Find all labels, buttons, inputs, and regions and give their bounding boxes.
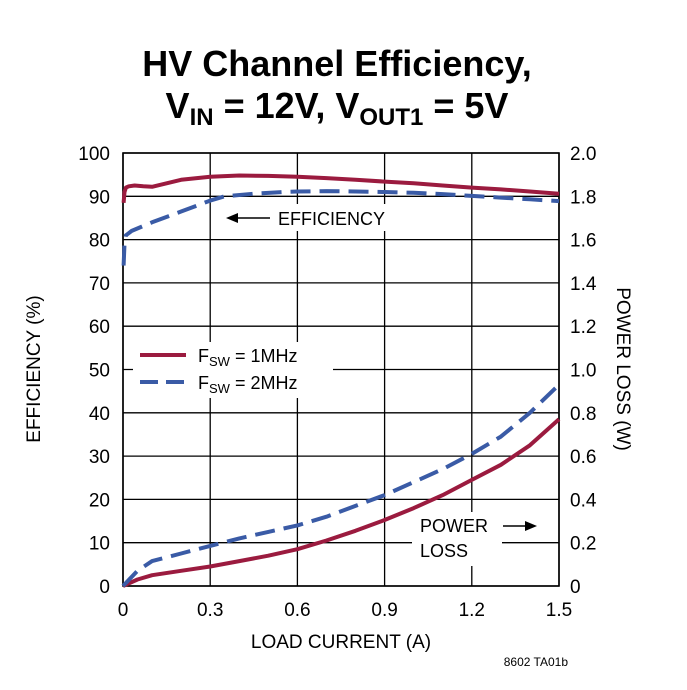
efficiency-annotation-text: EFFICIENCY xyxy=(278,209,385,229)
chart-title-line1: HV Channel Efficiency, xyxy=(142,43,531,84)
y-left-tick-label: 60 xyxy=(89,317,110,338)
power-annotation-mask xyxy=(412,512,502,566)
legend-2mhz-sub: SW xyxy=(209,381,231,396)
title-vout-base: V xyxy=(335,85,359,126)
y-left-tick-label: 100 xyxy=(78,144,110,165)
series-line-1mhz-efficiency xyxy=(121,173,560,203)
efficiency-arrow-head xyxy=(226,213,238,223)
x-tick-labels: 0 0.3 0.6 0.9 1.2 1.5 xyxy=(118,600,573,621)
x-tick-label: 0 xyxy=(118,600,129,621)
power-loss-annotation: POWER LOSS xyxy=(420,516,537,561)
x-tick-label: 0.3 xyxy=(197,600,223,621)
title-vin-base: V xyxy=(166,85,190,126)
title-vout-value: = 5V xyxy=(423,85,508,126)
y-left-tick-label: 30 xyxy=(89,447,110,468)
legend-1mhz-base: F xyxy=(198,346,209,366)
title-vin-value: = 12V, xyxy=(214,85,336,126)
y-left-tick-labels: 0 10 20 30 40 50 60 70 80 90 100 xyxy=(78,144,110,598)
y-right-tick-label: 0.2 xyxy=(570,534,596,555)
y-left-tick-label: 0 xyxy=(99,577,110,598)
y-right-tick-label: 0.4 xyxy=(570,490,597,511)
x-axis-label: LOAD CURRENT (A) xyxy=(251,632,431,653)
y-right-tick-label: 1.0 xyxy=(570,361,596,382)
series-group xyxy=(121,173,561,588)
y-left-tick-label: 40 xyxy=(89,404,110,425)
power-arrow-head xyxy=(525,521,537,531)
y-right-tick-label: 0.8 xyxy=(570,404,596,425)
plot-frame xyxy=(122,152,560,587)
series-line-1mhz-power-loss xyxy=(122,417,561,588)
y-left-axis-label: EFFICIENCY (%) xyxy=(24,295,45,442)
figure-id: 8602 TA01b xyxy=(504,655,569,669)
y-left-tick-label: 10 xyxy=(89,534,110,555)
y-left-tick-label: 80 xyxy=(89,231,110,252)
power-annotation-line1: POWER xyxy=(420,516,488,536)
y-right-tick-label: 1.8 xyxy=(570,187,596,208)
legend-2mhz-value: = 2MHz xyxy=(230,373,298,393)
title-vout-sub: OUT1 xyxy=(359,104,423,131)
x-tick-label: 0.6 xyxy=(284,600,310,621)
y-right-tick-labels: 0 0.2 0.4 0.6 0.8 1.0 1.2 1.4 1.6 1.8 2.0 xyxy=(570,144,597,598)
series-line-2mhz-efficiency xyxy=(121,189,560,266)
efficiency-annotation: EFFICIENCY xyxy=(226,209,385,229)
y-left-tick-label: 50 xyxy=(89,361,110,382)
y-right-tick-label: 1.6 xyxy=(570,231,596,252)
y-right-tick-label: 0.6 xyxy=(570,447,596,468)
legend-1mhz-sub: SW xyxy=(209,354,231,369)
legend-label-2mhz: FSW = 2MHz xyxy=(198,373,297,396)
y-right-tick-label: 2.0 xyxy=(570,144,596,165)
y-right-tick-label: 1.2 xyxy=(570,317,596,338)
y-right-tick-label: 1.4 xyxy=(570,274,597,295)
power-annotation-line2: LOSS xyxy=(420,541,468,561)
efficiency-annotation-mask xyxy=(272,204,390,231)
y-right-tick-label: 0 xyxy=(570,577,581,598)
y-left-tick-label: 70 xyxy=(89,274,110,295)
x-tick-label: 1.2 xyxy=(459,600,485,621)
y-right-axis-label: POWER LOSS (W) xyxy=(612,287,633,451)
legend-2mhz-base: F xyxy=(198,373,209,393)
title-vin-sub: IN xyxy=(190,104,214,131)
legend-mask xyxy=(133,342,333,398)
y-left-tick-label: 90 xyxy=(89,187,110,208)
legend: FSW = 1MHz FSW = 2MHz xyxy=(140,346,297,396)
legend-label-1mhz: FSW = 1MHz xyxy=(198,346,297,369)
x-tick-label: 0.9 xyxy=(371,600,397,621)
legend-1mhz-value: = 1MHz xyxy=(230,346,298,366)
chart-title-line2: VIN = 12V, VOUT1 = 5V xyxy=(166,85,509,131)
series-line-2mhz-power-loss xyxy=(121,383,561,588)
x-tick-label: 1.5 xyxy=(546,600,572,621)
y-left-tick-label: 20 xyxy=(89,490,110,511)
